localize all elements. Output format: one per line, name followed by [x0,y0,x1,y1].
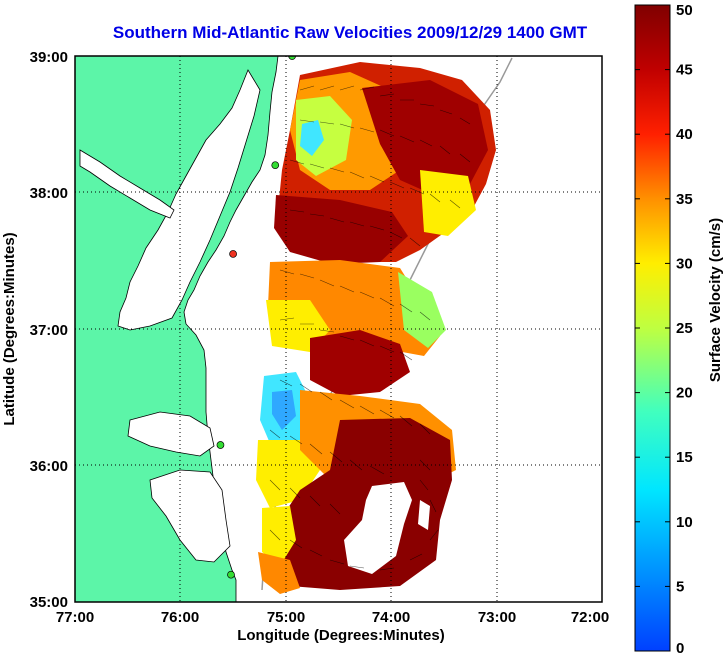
y-tick-label: 35:00 [30,594,68,611]
chesapeake-bay [117,69,261,331]
y-tick-label: 36:00 [30,458,68,475]
radar-station-marker [288,56,296,60]
x-tick-label: 72:00 [571,609,609,626]
x-tick-label: 77:00 [56,609,94,626]
colorbar-tick-label: 10 [676,514,693,531]
radar-station-marker [229,250,237,258]
colorbar [634,4,671,652]
colorbar-label: Surface Velocity (cm/s) [707,218,724,382]
x-tick-label: 75:00 [267,609,305,626]
x-tick-label: 76:00 [161,609,199,626]
y-tick-label: 38:00 [30,185,68,202]
y-tick-label: 37:00 [30,322,68,339]
y-tick-label: 39:00 [30,49,68,66]
colorbar-tick-label: 5 [676,578,684,595]
velocity-arrows [269,85,471,571]
grid-lines [75,56,602,602]
x-axis-label: Longitude (Degrees:Minutes) [237,627,445,644]
colorbar-tick-label: 35 [676,191,693,208]
potomac-river [79,149,175,219]
y-axis-label: Latitude (Degrees:Minutes) [1,232,18,425]
radar-station-marker [271,161,280,170]
colorbar-tick-label: 15 [676,449,693,466]
map-title: Southern Mid-Atlantic Raw Velocities 200… [112,23,588,42]
radar-stations [216,56,296,579]
colorbar-tick-label: 50 [676,2,693,19]
colorbar-tick-label: 20 [676,385,693,402]
colorbar-tick-label: 25 [676,320,693,337]
colorbar-tick-label: 40 [676,126,693,143]
colorbar-tick-label: 0 [676,640,684,657]
velocity-field [256,62,496,594]
plot-frame [74,55,603,603]
pamlico-sound [149,469,231,563]
albemarle-sound [127,411,215,457]
colorbar-tick-label: 45 [676,62,693,79]
x-tick-label: 74:00 [372,609,410,626]
radar-station-marker [227,570,235,579]
colorbar-tick-label: 30 [676,255,693,272]
x-tick-label: 73:00 [478,609,516,626]
radar-station-marker [216,441,225,449]
